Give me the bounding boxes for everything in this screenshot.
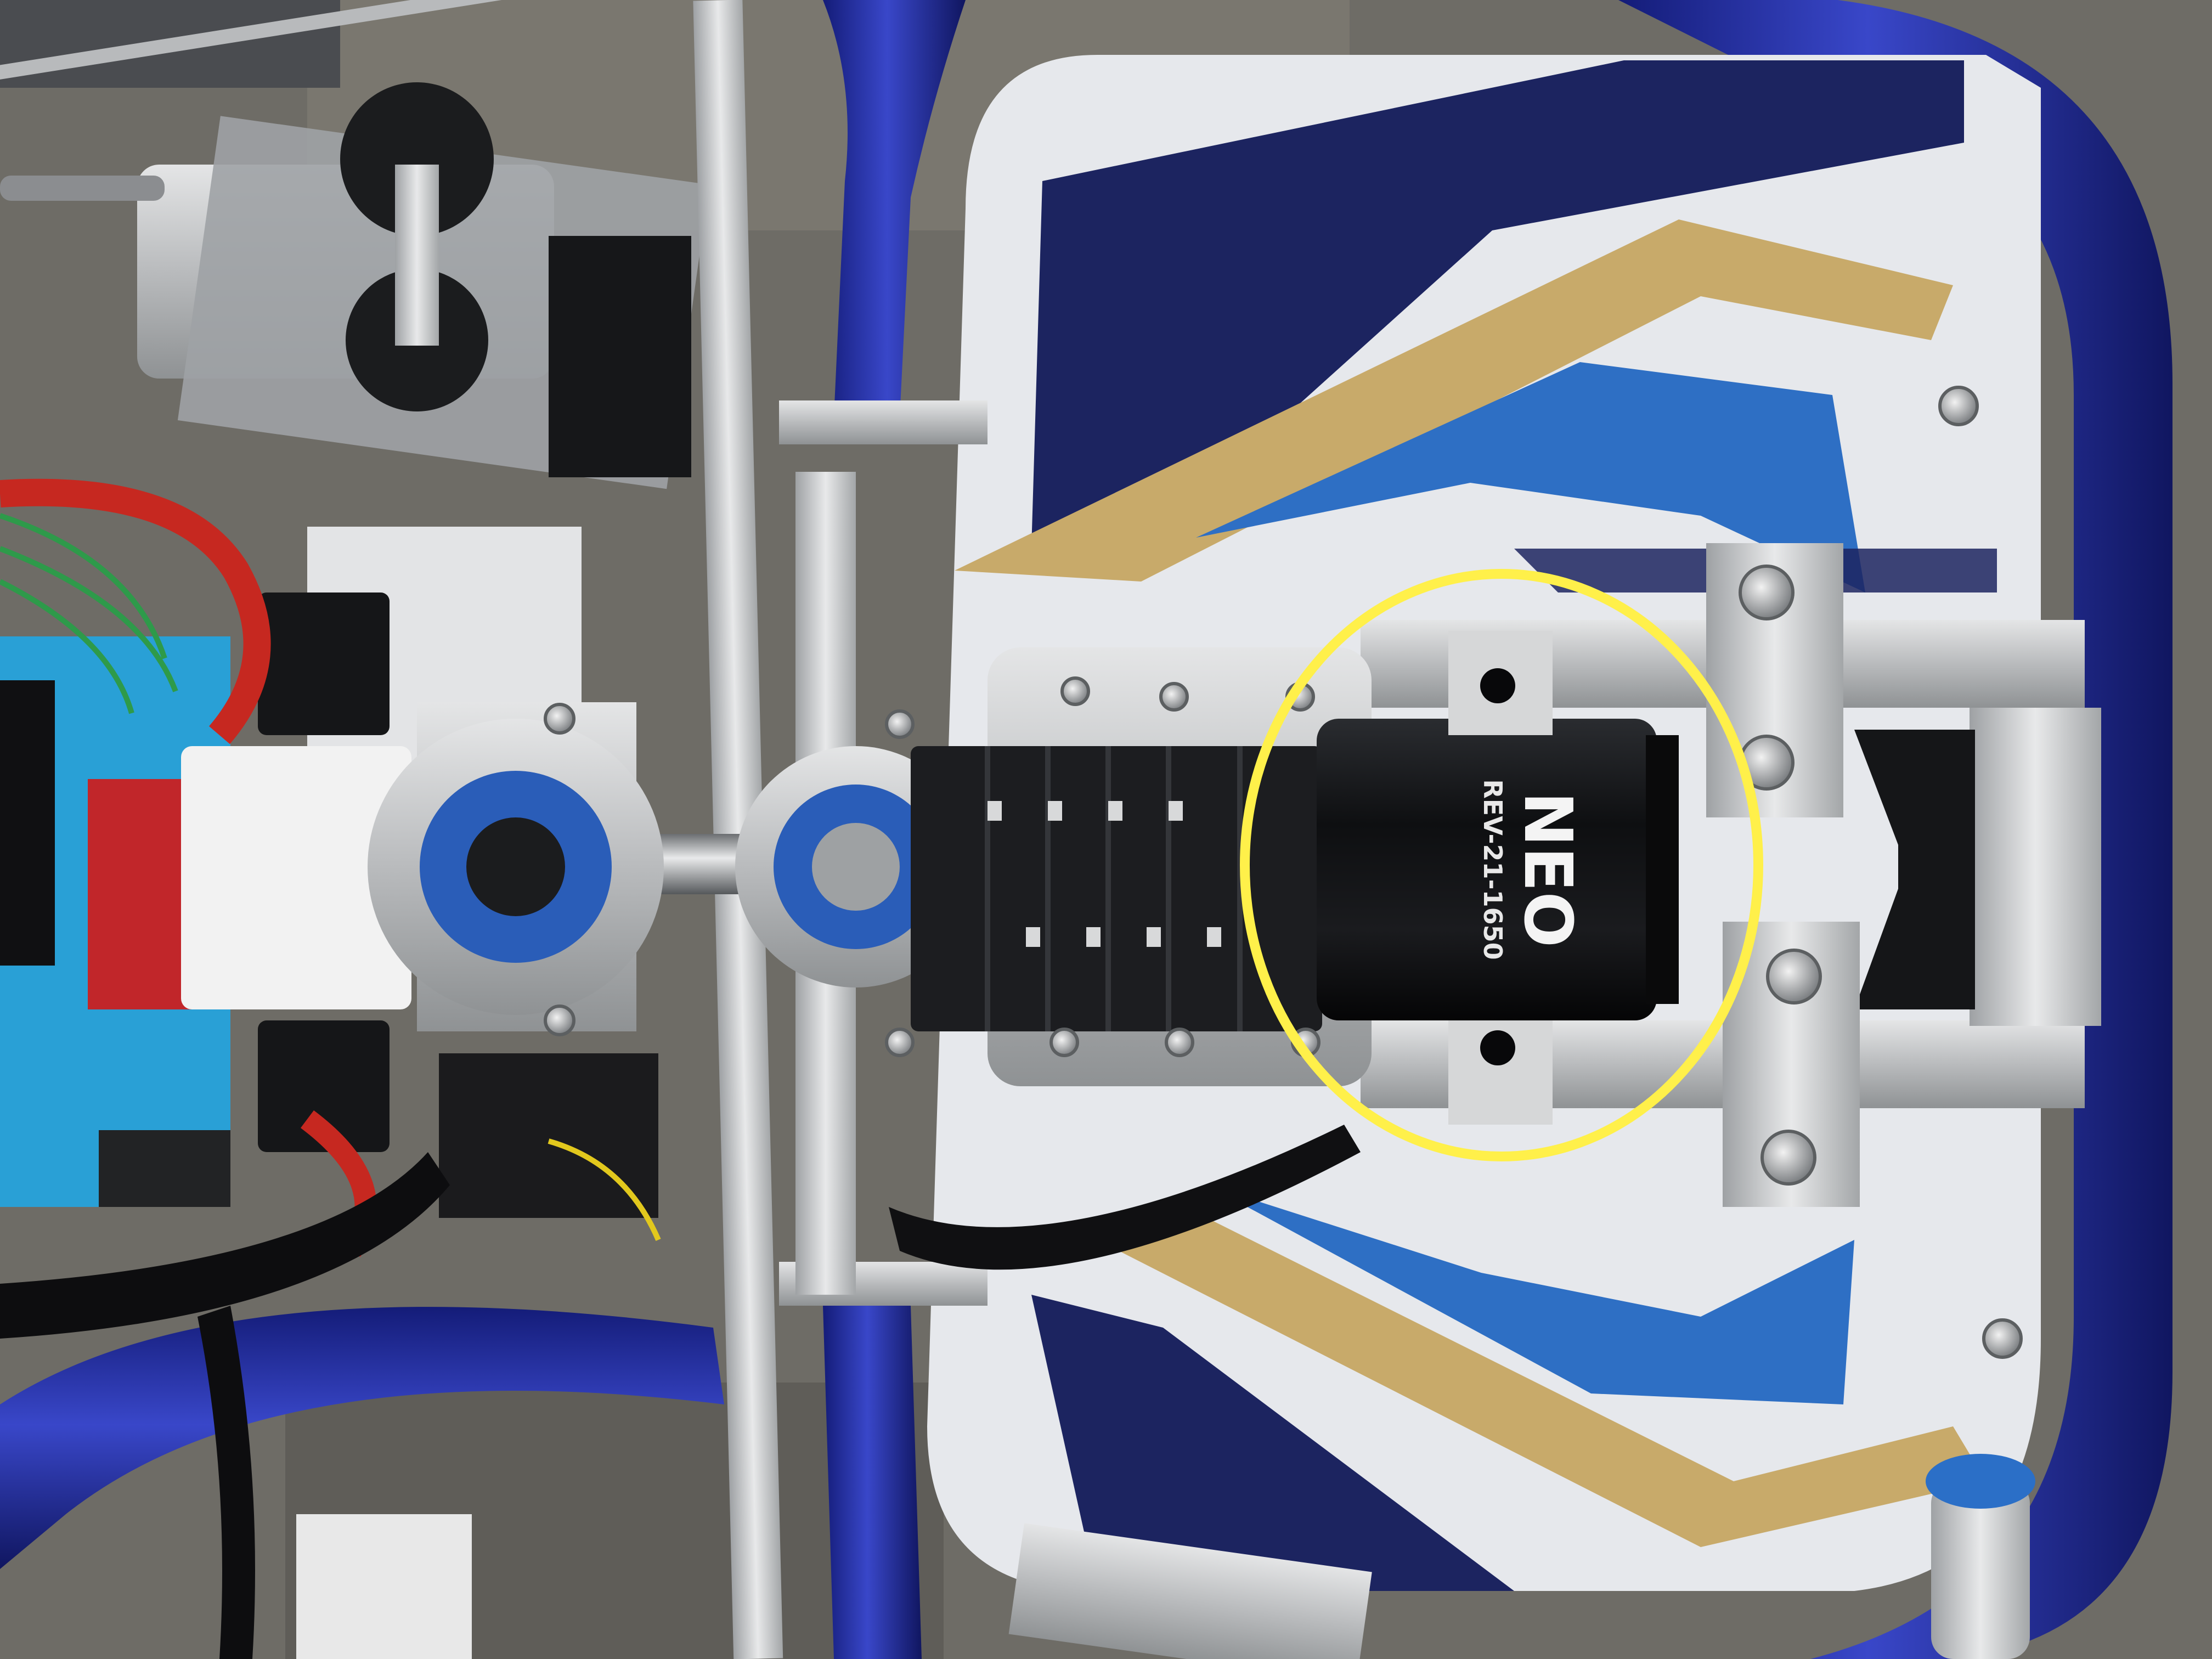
rail-end-plate bbox=[1970, 708, 2101, 1026]
spring bbox=[0, 176, 165, 201]
black-enclosure bbox=[0, 680, 55, 966]
bottom-right-post bbox=[1931, 1481, 2030, 1659]
frame-tube-right-loop bbox=[1618, 0, 2172, 1659]
white-module bbox=[181, 746, 411, 1009]
frame-tube-lower bbox=[823, 1306, 922, 1659]
motor-label: NEO REV-21-1650 bbox=[1478, 779, 1585, 960]
colored-wires bbox=[0, 513, 178, 714]
decal-gold-bottom bbox=[1097, 1207, 1986, 1547]
bearing-left-inner bbox=[466, 817, 565, 916]
spark-controller bbox=[99, 1130, 230, 1207]
motor-brand-text: NEO bbox=[1509, 792, 1585, 947]
red-power-wire bbox=[0, 478, 271, 744]
db9-connector-bottom bbox=[258, 1020, 390, 1152]
rail-upper bbox=[779, 400, 988, 444]
motor-model-text: REV-21-1650 bbox=[1478, 779, 1508, 960]
black-cable-bundle bbox=[0, 1152, 450, 1339]
steering-column bbox=[693, 0, 783, 1659]
gearbox-tabs bbox=[988, 801, 1221, 947]
db9-connector-top bbox=[258, 592, 390, 735]
decal-blue-bottom bbox=[1207, 1185, 1854, 1404]
steering-block-black bbox=[549, 236, 691, 477]
neo-motor bbox=[1317, 719, 1657, 1020]
bottom-left-bracket bbox=[296, 1514, 472, 1659]
bolts bbox=[544, 386, 2023, 1359]
frame-tube-bottom-arc bbox=[0, 1307, 724, 1569]
colored-wires-2 bbox=[548, 1138, 661, 1241]
clip-bolt-top bbox=[1480, 668, 1515, 703]
tie-rod bbox=[0, 0, 913, 81]
lower-cable-run bbox=[889, 1125, 1361, 1270]
highlight-ellipse bbox=[1240, 569, 1763, 1161]
decal-blue-top bbox=[1196, 362, 1865, 592]
gearbox-stage-lines bbox=[985, 746, 1243, 1031]
controller-board-bottom bbox=[439, 1053, 658, 1218]
black-cable-down bbox=[198, 1306, 255, 1659]
clip-bolt-bottom bbox=[1480, 1030, 1515, 1065]
post-cap bbox=[1926, 1454, 2035, 1509]
bearing-mid-inner bbox=[812, 823, 900, 911]
pulley-top bbox=[340, 82, 494, 236]
decal-navy-bottom bbox=[1031, 1295, 1514, 1591]
brake-pad-block bbox=[1854, 730, 1975, 1009]
bottom-bracket bbox=[1008, 1523, 1372, 1659]
frame-tube-upper bbox=[823, 0, 966, 417]
neo-motor-endcap bbox=[1646, 735, 1679, 1004]
gearbox bbox=[911, 746, 1322, 1031]
pulley-shaft bbox=[395, 165, 439, 346]
decal-gold-top bbox=[955, 219, 1953, 582]
